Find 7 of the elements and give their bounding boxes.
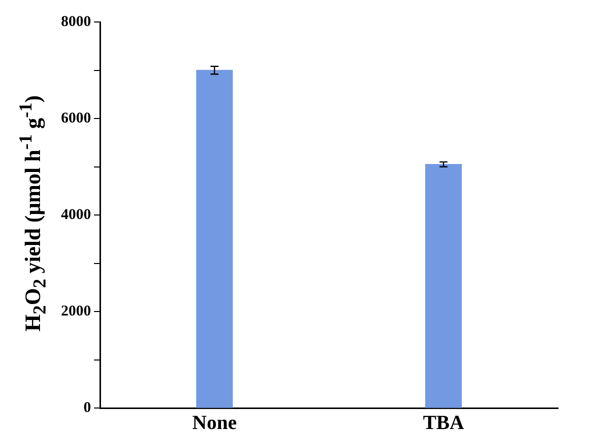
y-tick-label: 4000 <box>61 206 91 223</box>
y-tick-label: 0 <box>84 400 91 416</box>
x-tick-label: TBA <box>422 412 465 434</box>
y-tick-label: 2000 <box>61 303 91 320</box>
x-tick-label: None <box>192 412 237 434</box>
y-tick-label: 6000 <box>61 110 91 126</box>
y-tick-label: 8000 <box>61 14 91 30</box>
